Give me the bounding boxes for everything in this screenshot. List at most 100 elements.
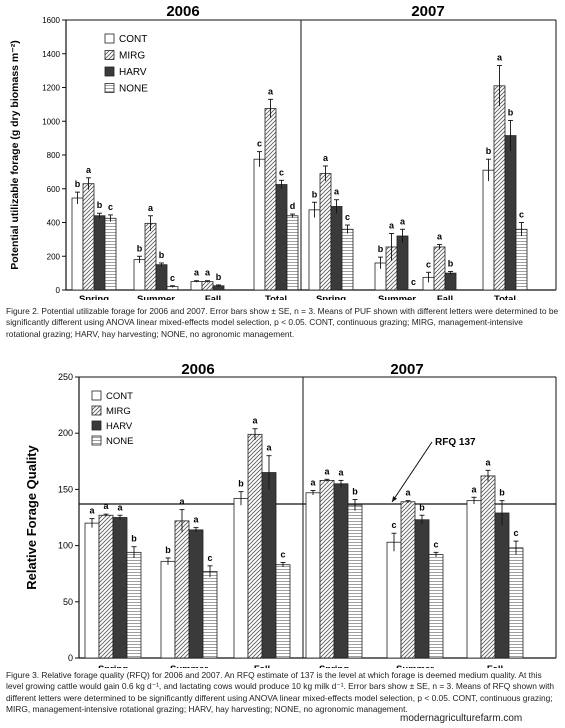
significance-letter-none-2007-spring: b [352, 487, 358, 497]
bar-mirg-2006-summer [144, 222, 157, 291]
category-label-2007-summer: Summer [396, 664, 434, 668]
bar-harv-2007-spring [333, 483, 349, 659]
bar-harv-2007-summer [396, 235, 409, 291]
significance-letter-none-2006-summer: c [170, 273, 175, 283]
legend-swatch-none [104, 83, 115, 93]
bar-mirg-2007-spring [319, 173, 332, 291]
legend-swatch-cont [104, 33, 115, 44]
bar-harv-2006-total [275, 184, 288, 291]
y-tick-label: 0 [56, 286, 61, 295]
category-label-2007-summer: Summer [378, 294, 416, 300]
significance-letter-cont-2007-summer: b [378, 244, 384, 254]
significance-letter-harv-2007-fall: b [499, 488, 505, 498]
significance-letter-harv-2007-summer: b [419, 502, 425, 512]
bar-mirg-2007-spring [319, 480, 335, 659]
y-tick-label: 1600 [42, 16, 60, 25]
bar-harv-2006-fall [261, 472, 277, 659]
bar-none-2007-spring [347, 504, 363, 659]
significance-letter-none-2007-fall: c [513, 528, 518, 538]
bar-mirg-2006-fall [201, 281, 214, 291]
y-tick-label: 800 [47, 151, 61, 160]
bar-cont-2007-summer [386, 541, 402, 659]
panel-title-2007: 2007 [411, 3, 444, 20]
legend-label-none: NONE [119, 84, 148, 95]
panel-title-2006: 2006 [181, 361, 214, 378]
bar-mirg-2006-total [264, 108, 277, 291]
bar-cont-2006-spring [84, 522, 100, 659]
significance-letter-cont-2006-spring: a [89, 506, 95, 516]
y-tick-label: 150 [58, 484, 73, 494]
significance-letter-harv-2007-summer: a [400, 216, 406, 226]
figure-2-caption: Figure 2. Potential utilizable forage fo… [6, 306, 559, 339]
significance-letter-none-2006-fall: c [280, 549, 285, 559]
significance-letter-mirg-2007-spring: a [323, 153, 329, 163]
bar-mirg-2007-total [493, 85, 506, 291]
y-tick-label: 200 [47, 252, 61, 261]
significance-letter-harv-2007-spring: a [338, 467, 344, 477]
bar-none-2007-fall [508, 547, 524, 659]
y-tick-label: 1000 [42, 117, 60, 126]
significance-letter-mirg-2006-fall: a [205, 268, 211, 278]
significance-letter-none-2007-summer: c [433, 539, 438, 549]
category-label-2006-total: Total [265, 294, 287, 300]
bar-none-2006-spring [126, 551, 142, 659]
watermark: modernagriculturefarm.com [398, 713, 525, 724]
legend-label-mirg: MIRG [106, 406, 131, 417]
legend-label-cont: CONT [119, 34, 147, 45]
bar-harv-2006-spring [112, 517, 128, 659]
category-label-2007-fall: Fall [487, 664, 503, 668]
legend-swatch-none [91, 435, 102, 446]
significance-letter-none-2006-spring: b [131, 534, 137, 544]
category-label-2007-total: Total [494, 294, 516, 300]
bar-harv-2007-fall [444, 272, 457, 291]
significance-letter-mirg-2007-total: a [497, 53, 503, 63]
significance-letter-cont-2006-total: c [257, 139, 262, 149]
rfq-chart: 0 50 100 150 200 250 Relative Forage Quality 20… [24, 361, 557, 668]
panel-title-2007: 2007 [390, 361, 423, 378]
legend-label-harv: HARV [119, 67, 147, 78]
significance-letter-cont-2006-fall: b [238, 479, 244, 489]
bar-harv-2006-summer [188, 529, 204, 659]
bar-harv-2006-spring [93, 215, 106, 291]
bar-mirg-2006-summer [174, 520, 190, 659]
bar-none-2007-spring [341, 228, 354, 291]
significance-letter-harv-2006-summer: b [159, 250, 165, 260]
significance-letter-none-2006-summer: c [207, 553, 212, 563]
significance-letter-harv-2007-fall: b [448, 258, 454, 268]
bar-cont-2006-spring [71, 197, 84, 291]
bar-mirg-2006-fall [247, 433, 263, 659]
bar-none-2006-spring [104, 217, 117, 291]
y-tick-label: 100 [58, 541, 73, 551]
y-tick-label: 1200 [42, 84, 60, 93]
bar-none-2007-total [515, 228, 528, 291]
significance-letter-none-2007-total: c [519, 210, 524, 220]
category-label-2006-spring: Spring [98, 664, 128, 668]
bar-harv-2007-summer [414, 519, 430, 659]
bar-cont-2006-fall [190, 281, 203, 291]
significance-letter-harv-2006-spring: b [97, 200, 103, 210]
bar-mirg-2007-fall [480, 475, 496, 659]
legend-swatch-mirg [91, 405, 102, 416]
significance-letter-harv-2007-spring: a [334, 187, 340, 197]
legend-label-cont: CONT [106, 391, 133, 402]
y-axis-title: Relative Forage Quality [24, 444, 39, 589]
y-tick-label: 250 [58, 372, 73, 382]
bar-cont-2006-fall [233, 497, 249, 659]
category-label-2007-fall: Fall [437, 294, 453, 300]
y-tick-label: 400 [47, 219, 61, 228]
significance-letter-cont-2006-fall: a [194, 268, 200, 278]
bar-harv-2007-total [504, 135, 517, 291]
bar-harv-2007-fall [494, 512, 510, 659]
significance-letter-mirg-2007-fall: a [485, 457, 491, 467]
y-tick-label: 50 [63, 597, 73, 607]
legend-label-harv: HARV [106, 421, 133, 432]
significance-letter-cont-2007-fall: c [426, 259, 431, 269]
bar-cont-2007-spring [305, 492, 321, 659]
significance-letter-cont-2007-total: b [486, 146, 492, 156]
bar-mirg-2007-summer [400, 501, 416, 659]
significance-letter-none-2006-total: d [290, 201, 296, 211]
bar-none-2006-fall [275, 564, 291, 659]
bar-cont-2007-fall [466, 500, 482, 659]
forage-chart: 0 200 400 600 800 1000 1200 1400 1600 Potential u… [9, 3, 557, 300]
legend-label-mirg: MIRG [119, 51, 145, 62]
